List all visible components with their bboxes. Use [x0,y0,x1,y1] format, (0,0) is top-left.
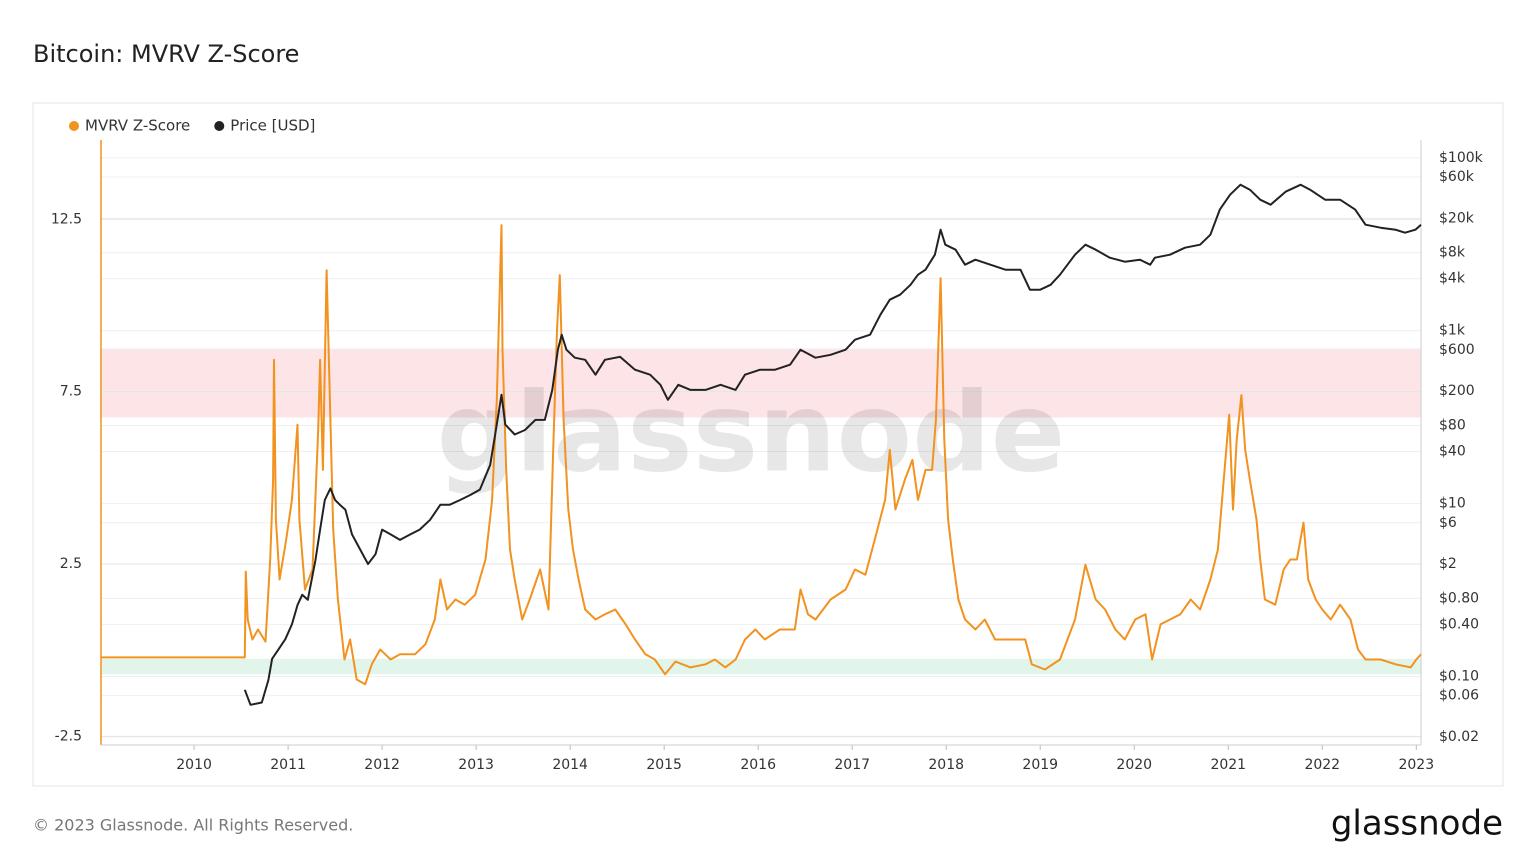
y-tick-label: 7.5 [60,384,82,400]
y2-tick-label: $6 [1439,515,1457,531]
series-line [101,224,1422,686]
y2-tick-label: $1k [1439,323,1466,339]
y2-tick-label: $60k [1439,169,1475,185]
legend-label: Price [USD] [230,117,315,135]
legend-label: MVRV Z-Score [85,117,190,135]
y2-tick-label: $10 [1439,496,1466,512]
legend-marker [69,121,79,131]
x-tick-label: 2019 [1022,757,1058,773]
y2-tick-label: $0.80 [1439,590,1479,606]
series-line [243,183,1422,706]
copyright: © 2023 Glassnode. All Rights Reserved. [33,816,353,835]
y2-tick-label: $0.02 [1439,729,1479,745]
zone-band [101,658,1421,675]
y2-tick-label: $4k [1439,271,1466,287]
x-tick-label: 2015 [646,757,682,773]
y2-tick-label: $80 [1439,418,1466,434]
x-tick-label: 2012 [364,757,400,773]
x-tick-label: 2021 [1210,757,1246,773]
y2-tick-label: $0.40 [1439,616,1479,632]
y-tick-label: 12.5 [51,211,82,227]
x-tick-label: 2013 [458,757,494,773]
legend-marker [214,121,225,131]
y2-tick-label: $0.10 [1439,668,1479,684]
y2-tick-label: $0.06 [1439,688,1479,704]
x-tick-label: 2010 [176,757,212,773]
y-tick-label: -2.5 [55,728,82,744]
x-tick-label: 2017 [834,757,870,773]
chart-title: Bitcoin: MVRV Z-Score [33,40,299,68]
y-tick-label: 2.5 [60,556,82,572]
y2-tick-label: $200 [1439,383,1475,399]
y2-tick-label: $100k [1439,150,1484,166]
x-tick-label: 2023 [1398,757,1434,773]
x-tick-label: 2022 [1304,757,1340,773]
x-tick-label: 2016 [740,757,776,773]
y2-tick-label: $2 [1439,556,1457,572]
y2-tick-label: $8k [1439,245,1466,261]
y2-tick-label: $20k [1439,210,1475,226]
watermark: glassnode [437,368,1066,496]
logo: glassnode [1331,804,1503,844]
plot-area: $0.02 $0.06 $0.10 $0.40 $0.80 $2 $6 $10 $40 $80 $2… [51,117,1484,774]
x-tick-label: 2014 [552,757,588,773]
y2-tick-label: $40 [1439,444,1466,460]
y2-tick-label: $600 [1439,342,1475,358]
x-tick-label: 2011 [270,757,306,773]
x-tick-label: 2018 [928,757,964,773]
x-tick-label: 2020 [1116,757,1152,773]
